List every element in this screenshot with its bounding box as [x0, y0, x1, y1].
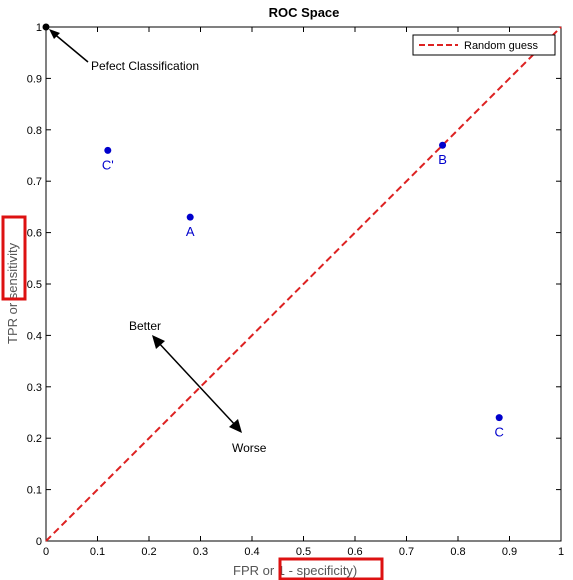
- x-axis: 0 0.1 0.2 0.3 0.4 0.5 0.6 0.7 0.8 0.9 1: [43, 27, 564, 558]
- x-tick-label: 0.5: [296, 546, 311, 558]
- data-point-label: B: [438, 152, 447, 167]
- data-point-label: C': [102, 157, 114, 172]
- data-point-A: [186, 213, 194, 221]
- legend-label: Random guess: [464, 40, 538, 52]
- y-axis-title: TPR or sensitivity: [5, 242, 20, 344]
- better-arrowhead: [152, 335, 165, 349]
- y-axis-title-prefix: TPR or: [5, 299, 20, 344]
- perfect-arrowhead: [49, 29, 60, 39]
- x-tick-label: 0.2: [141, 546, 156, 558]
- data-point-label: A: [186, 224, 195, 239]
- x-axis-title: FPR or 1 - specificity): [233, 563, 357, 578]
- data-point-label: C: [495, 425, 504, 440]
- x-tick-label: 0.3: [193, 546, 208, 558]
- x-tick-label: 0.9: [502, 546, 517, 558]
- y-tick-label: 0.1: [27, 485, 42, 497]
- x-axis-title-highlight: 1 - specificity): [278, 563, 357, 578]
- data-point-C: [495, 414, 503, 422]
- y-axis: 0 0.1 0.2 0.3 0.4 0.5 0.6 0.7 0.8 0.9 1: [27, 22, 561, 548]
- perfect-arrow-shaft: [51, 31, 89, 63]
- data-point-B: [439, 141, 447, 149]
- y-tick-label: 0.9: [27, 73, 42, 85]
- chart-title: ROC Space: [269, 5, 340, 20]
- y-tick-label: 0.2: [27, 433, 42, 445]
- x-axis-highlight-box: [278, 557, 384, 580]
- random-guess-line: [45, 26, 562, 542]
- y-tick-label: 0.7: [27, 176, 42, 188]
- data-point-C': [104, 146, 112, 154]
- x-tick-label: 0.4: [244, 546, 259, 558]
- y-tick-label: 0.6: [27, 228, 42, 240]
- better-worse-shaft: [156, 340, 238, 428]
- y-tick-label: 0: [36, 536, 42, 548]
- y-axis-title-highlight: sensitivity: [5, 242, 20, 299]
- x-tick-label: 0.7: [399, 546, 414, 558]
- worse-arrowhead: [229, 419, 242, 433]
- x-axis-title-prefix: FPR or: [233, 563, 278, 578]
- perfect-classification-point: [42, 23, 50, 31]
- x-tick-label: 0.8: [450, 546, 465, 558]
- y-tick-label: 1: [36, 22, 42, 34]
- y-tick-label: 0.8: [27, 125, 42, 137]
- perfect-classification-label: Pefect Classification: [91, 59, 199, 73]
- legend-box: [412, 34, 556, 56]
- legend: Random guess: [412, 34, 556, 56]
- x-tick-label: 0: [43, 546, 49, 558]
- x-tick-label: 0.6: [347, 546, 362, 558]
- y-axis-highlight-box: [1, 215, 27, 301]
- better-label: Better: [129, 319, 161, 333]
- worse-label: Worse: [232, 441, 267, 455]
- y-tick-label: 0.5: [27, 279, 42, 291]
- x-tick-label: 1: [558, 546, 564, 558]
- y-tick-label: 0.3: [27, 382, 42, 394]
- y-tick-label: 0.4: [27, 330, 42, 342]
- data-points: C' A B C: [102, 141, 504, 440]
- x-tick-label: 0.1: [90, 546, 105, 558]
